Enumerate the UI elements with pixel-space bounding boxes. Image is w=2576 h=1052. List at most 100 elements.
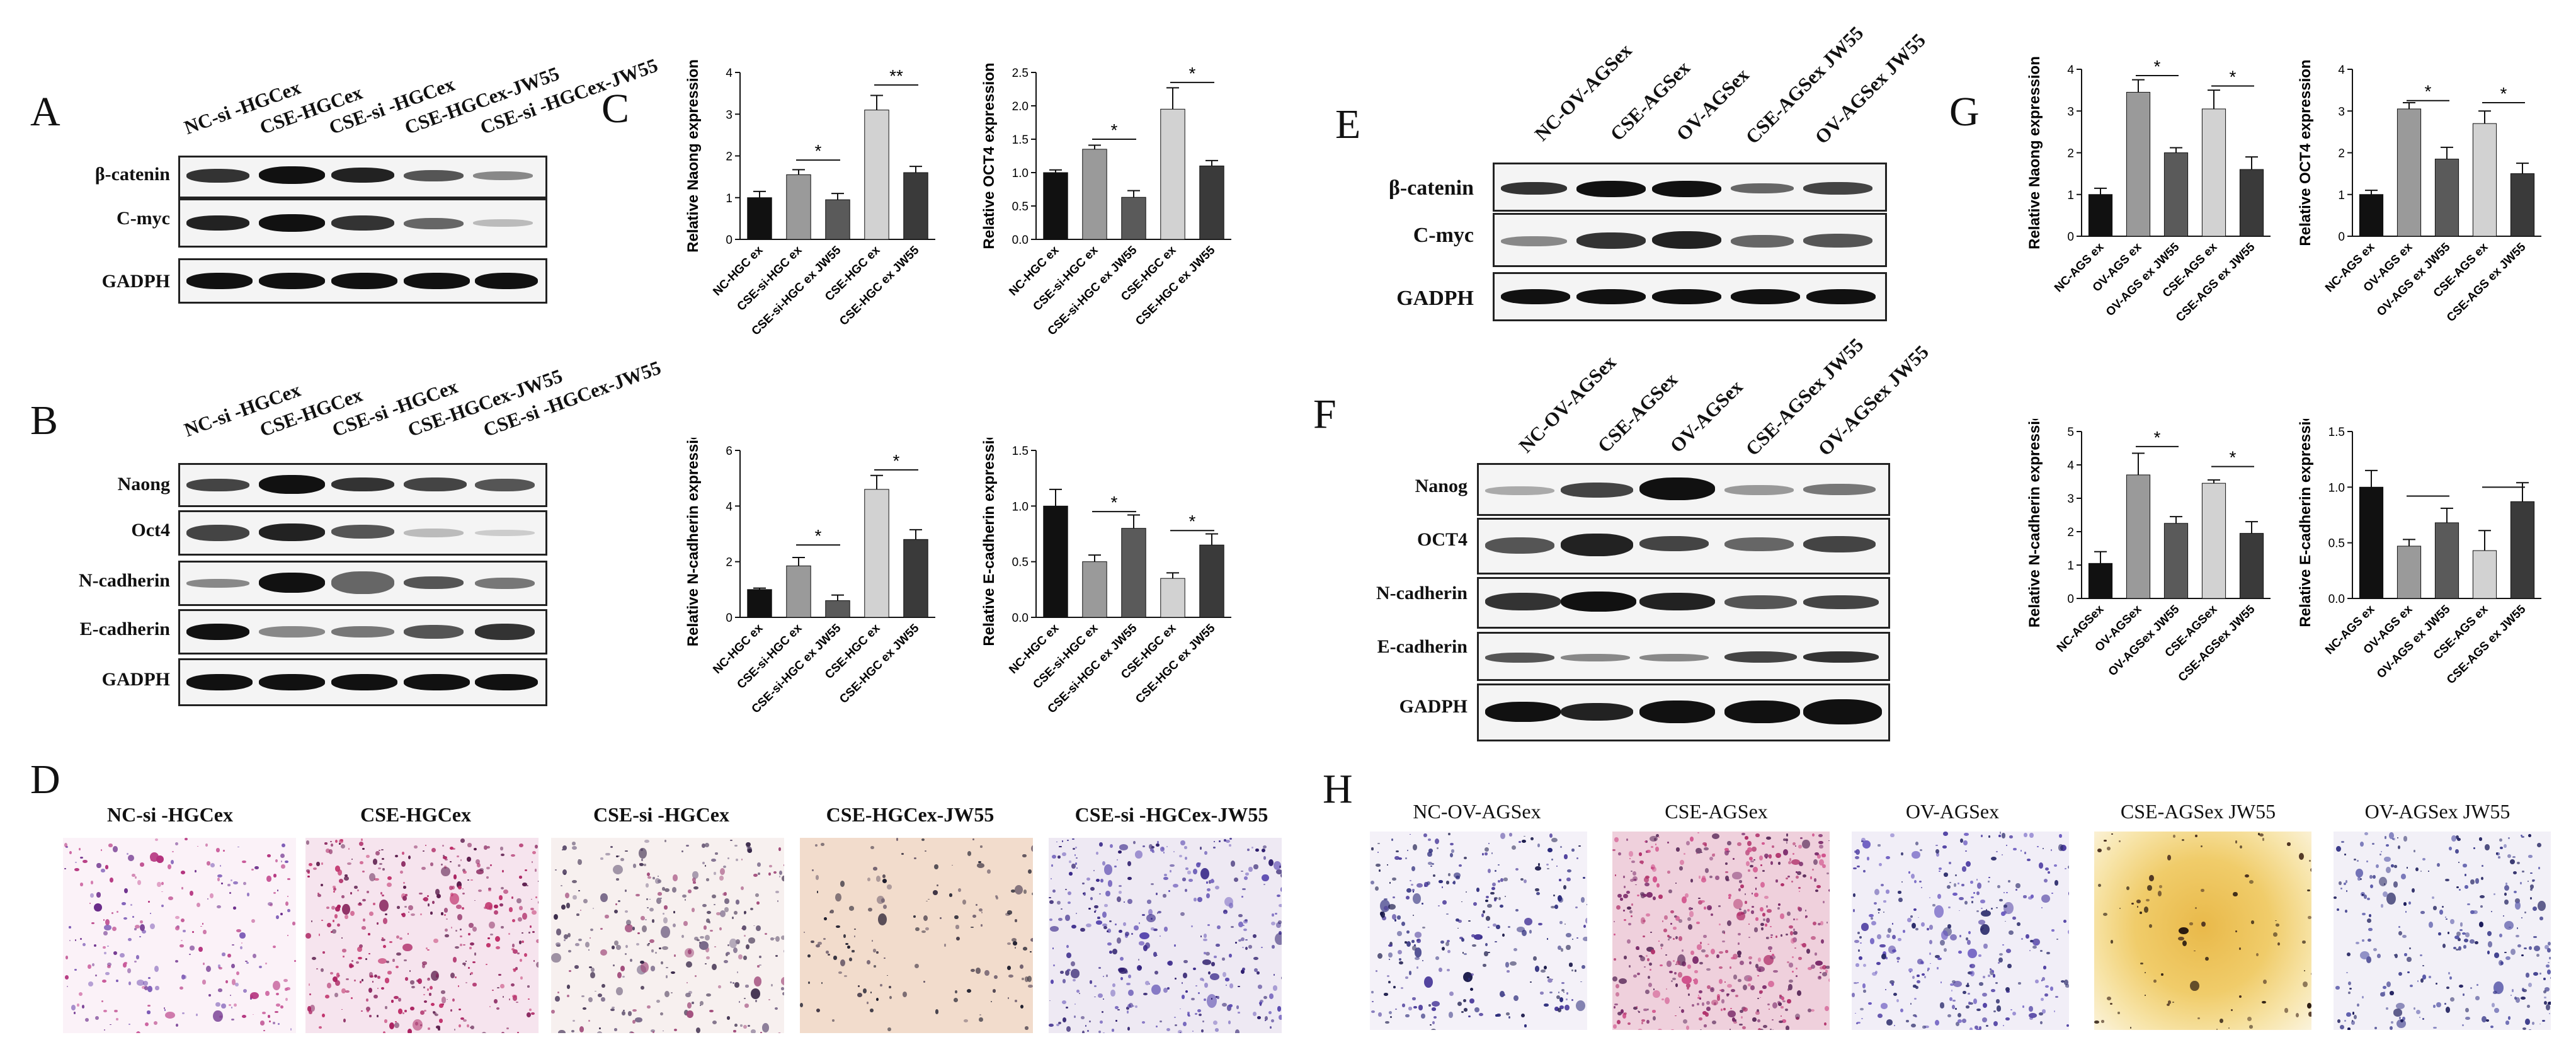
stained-cell [1226, 1005, 1232, 1011]
stained-cell [1798, 844, 1803, 849]
stained-cell [2475, 878, 2480, 884]
stained-cell [1964, 901, 1968, 905]
stained-cell [231, 979, 236, 985]
stained-cell [1770, 934, 1773, 937]
stained-cell [901, 853, 904, 855]
stained-cell [467, 843, 472, 847]
stained-cell [309, 993, 312, 996]
y-axis-label: Relative Naong expression [2026, 57, 2043, 249]
stained-cell [402, 1012, 405, 1015]
stained-cell [1491, 887, 1496, 891]
stained-cell [2449, 846, 2453, 850]
stained-cell [649, 939, 654, 944]
stained-cell [1755, 833, 1760, 837]
stained-cell [1197, 897, 1202, 902]
stained-cell [104, 952, 107, 954]
x-tick-label: OV-AGS ex JW55 [2374, 240, 2453, 319]
stained-cell [1629, 910, 1633, 913]
stained-cell [2335, 986, 2340, 990]
stained-cell [1742, 1026, 1747, 1029]
stained-cell [2520, 881, 2522, 884]
stained-cell [1976, 1008, 1981, 1011]
stained-cell [1813, 878, 1817, 882]
stained-cell [2362, 995, 2364, 998]
stained-cell [1261, 849, 1266, 853]
stained-cell [1635, 884, 1637, 886]
stained-cell [1454, 872, 1461, 879]
stained-cell [459, 1024, 462, 1028]
stained-cell [2044, 985, 2049, 988]
blot-strip [178, 258, 547, 304]
stained-cell [1505, 1012, 1510, 1015]
stained-cell [1520, 878, 1524, 881]
stained-cell [345, 978, 350, 981]
stained-cell [1022, 854, 1027, 858]
stained-cell [1749, 864, 1753, 867]
stained-cell [1970, 880, 1973, 884]
stained-cell [1069, 860, 1071, 864]
stained-cell [1651, 867, 1657, 872]
stained-cell [1782, 849, 1788, 855]
stained-cell [1280, 874, 1282, 878]
stained-cell [684, 899, 687, 901]
stained-cell [1958, 950, 1963, 954]
stained-cell [1675, 847, 1680, 852]
stained-cell [1998, 834, 2002, 837]
stained-cell [1536, 891, 1540, 896]
stained-cell [2543, 990, 2547, 994]
stained-cell [647, 1005, 651, 1009]
stained-cell [1426, 881, 1431, 885]
stained-cell [161, 905, 164, 908]
stained-cell [127, 938, 132, 942]
stained-cell [1737, 842, 1741, 847]
stained-cell [508, 998, 511, 1000]
stained-cell [2028, 1012, 2037, 1018]
stained-cell [1119, 843, 1129, 850]
stained-cell [265, 990, 270, 997]
stained-cell [290, 1028, 292, 1031]
stained-cell [873, 949, 876, 952]
stained-cell [739, 1001, 741, 1003]
stained-cell [1114, 865, 1117, 867]
stained-cell [2012, 1011, 2016, 1015]
stained-cell [1980, 834, 1983, 838]
stained-cell [1119, 930, 1122, 932]
blot-row-label: E-cadherin [79, 619, 170, 639]
stained-cell [1539, 992, 1544, 995]
stained-cell [501, 1032, 504, 1033]
stained-cell [1637, 1010, 1639, 1012]
stained-cell [2111, 833, 2114, 835]
stained-cell [600, 893, 608, 903]
stained-cell [1973, 998, 1978, 1004]
y-axis-label: Relative Naong expression [685, 60, 702, 253]
stained-cell [2386, 867, 2391, 874]
stained-cell [1061, 908, 1063, 910]
stained-cell [1862, 983, 1866, 989]
stained-cell [1490, 891, 1495, 895]
stained-cell [1786, 838, 1789, 842]
stained-cell [511, 918, 515, 922]
stained-cell [1217, 925, 1221, 929]
stained-cell [1089, 1020, 1091, 1022]
stained-cell [673, 911, 676, 914]
stained-cell [1653, 1015, 1656, 1021]
stained-cell [1631, 860, 1636, 863]
stained-cell [2456, 948, 2459, 951]
stained-cell [1724, 850, 1729, 856]
stained-cell [1807, 1008, 1811, 1012]
stained-cell [111, 927, 117, 932]
stained-cell [1474, 1007, 1480, 1013]
stained-cell [2512, 871, 2517, 875]
stained-cell [1738, 880, 1742, 883]
stained-cell [823, 938, 826, 941]
stained-cell [2458, 937, 2461, 941]
stained-cell [1482, 910, 1485, 913]
y-tick-label: 4 [2067, 459, 2074, 472]
stained-cell [96, 892, 101, 898]
stained-cell [867, 960, 871, 964]
stained-cell [2066, 1024, 2069, 1027]
stained-cell [1770, 950, 1772, 952]
stained-cell [1929, 897, 1931, 898]
stained-cell [915, 927, 920, 932]
stained-cell [2410, 984, 2414, 987]
